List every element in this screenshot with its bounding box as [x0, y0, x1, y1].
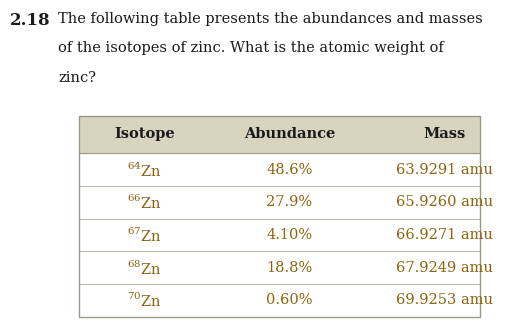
Text: 2.18: 2.18: [10, 12, 51, 29]
Text: of the isotopes of zinc. What is the atomic weight of: of the isotopes of zinc. What is the ato…: [58, 41, 444, 55]
Text: $^{\mathregular{70}}$Zn: $^{\mathregular{70}}$Zn: [128, 291, 162, 310]
Text: $^{\mathregular{66}}$Zn: $^{\mathregular{66}}$Zn: [128, 193, 162, 212]
Text: 65.9260 amu: 65.9260 amu: [396, 195, 493, 210]
Text: $^{\mathregular{67}}$Zn: $^{\mathregular{67}}$Zn: [128, 226, 162, 244]
Text: $^{\mathregular{68}}$Zn: $^{\mathregular{68}}$Zn: [128, 259, 162, 277]
Text: The following table presents the abundances and masses: The following table presents the abundan…: [58, 12, 483, 25]
Text: Mass: Mass: [423, 127, 466, 142]
Text: 0.60%: 0.60%: [266, 293, 313, 308]
Text: 63.9291 amu: 63.9291 amu: [396, 163, 493, 177]
Text: 48.6%: 48.6%: [266, 163, 313, 177]
Text: $^{\mathregular{64}}$Zn: $^{\mathregular{64}}$Zn: [128, 161, 162, 179]
Text: 69.9253 amu: 69.9253 amu: [396, 293, 493, 308]
Text: 67.9249 amu: 67.9249 amu: [396, 261, 493, 275]
Text: 4.10%: 4.10%: [267, 228, 312, 242]
Text: 18.8%: 18.8%: [266, 261, 313, 275]
Text: 27.9%: 27.9%: [267, 195, 312, 210]
Text: Isotope: Isotope: [114, 127, 175, 142]
Text: zinc?: zinc?: [58, 71, 97, 85]
Text: Abundance: Abundance: [244, 127, 335, 142]
Text: 66.9271 amu: 66.9271 amu: [396, 228, 493, 242]
